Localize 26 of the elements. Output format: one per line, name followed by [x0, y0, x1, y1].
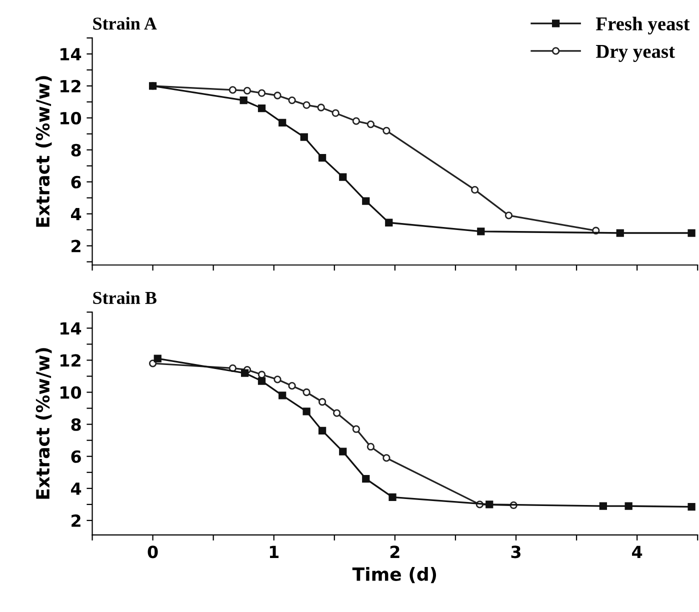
y-axis-title: Extract (%w/w) — [36, 76, 52, 227]
y-tick-label: 10 — [60, 112, 82, 124]
x-tick-label: 0 — [148, 546, 158, 558]
y-tick-label: 2 — [72, 240, 80, 252]
x-axis-title: Time (d) — [352, 566, 436, 584]
legend-label: Dry yeast — [596, 45, 675, 62]
y-tick-label: 8 — [71, 144, 81, 156]
y-tick-label: 4 — [71, 208, 82, 220]
y-tick-label: 14 — [60, 322, 82, 334]
y-tick-label: 6 — [71, 450, 81, 463]
y-axis-title: Extract (%w/w) — [36, 348, 52, 499]
y-tick-label: 12 — [60, 354, 80, 367]
x-tick-label: 4 — [632, 546, 642, 558]
y-tick-label: 12 — [60, 80, 80, 92]
x-tick-label: 1 — [270, 546, 279, 558]
chart-title: Strain B — [93, 291, 156, 304]
y-tick-label: 6 — [71, 176, 81, 188]
x-tick-label: 2 — [390, 546, 400, 558]
y-tick-label: 10 — [60, 386, 82, 399]
chart-title: Strain A — [93, 17, 157, 30]
y-tick-label: 4 — [71, 482, 82, 495]
y-tick-label: 14 — [60, 48, 82, 60]
x-tick-label: 3 — [511, 546, 520, 558]
y-tick-label: 8 — [71, 418, 81, 431]
legend-label: Fresh yeast — [596, 16, 690, 34]
y-tick-label: 2 — [72, 514, 80, 527]
